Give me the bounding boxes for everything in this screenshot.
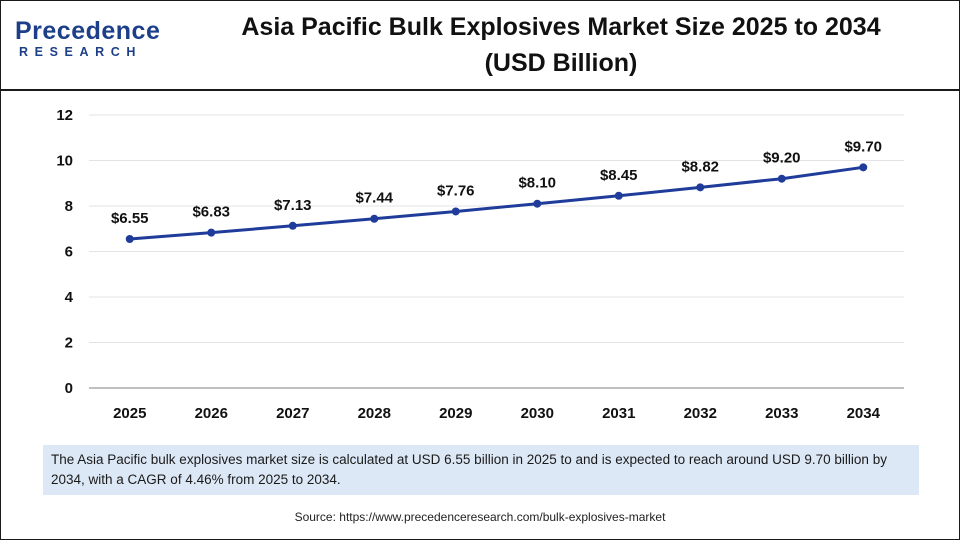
data-point <box>125 234 134 243</box>
title-line-2: (USD Billion) <box>484 49 638 77</box>
x-tick-label: 2030 <box>521 405 554 422</box>
data-label: $8.82 <box>681 158 719 175</box>
source-text: Source: https://www.precedenceresearch.c… <box>294 510 666 524</box>
series-line <box>129 165 864 241</box>
x-tick-label: 2028 <box>358 405 391 422</box>
y-tick-label: 0 <box>65 380 73 397</box>
data-point <box>533 199 542 208</box>
header-divider <box>1 89 959 91</box>
data-point <box>207 228 216 237</box>
x-tick-label: 2034 <box>847 405 881 422</box>
y-tick-label: 8 <box>65 198 73 215</box>
data-point <box>451 207 460 216</box>
data-label: $7.76 <box>437 182 475 199</box>
brand-name: Precedence <box>15 17 161 45</box>
x-tick-label: 2029 <box>439 405 472 422</box>
data-label: $6.83 <box>192 204 230 221</box>
data-label: $9.20 <box>763 150 801 167</box>
x-tick-label: 2025 <box>113 405 146 422</box>
data-label: $8.10 <box>518 175 556 192</box>
y-tick-label: 4 <box>65 289 74 306</box>
data-point <box>614 191 623 200</box>
data-label: $7.13 <box>274 197 312 214</box>
x-tick-label: 2032 <box>684 405 717 422</box>
summary-note: The Asia Pacific bulk explosives market … <box>43 445 919 495</box>
x-tick-label: 2027 <box>276 405 309 422</box>
data-label: $6.55 <box>111 210 149 227</box>
y-tick-label: 6 <box>65 244 73 261</box>
data-point <box>696 183 705 192</box>
brand-logo: Precedence RESEARCH <box>15 17 165 63</box>
data-point <box>370 214 379 223</box>
data-label: $8.45 <box>600 167 638 184</box>
x-tick-label: 2026 <box>195 405 228 422</box>
data-point <box>859 163 868 172</box>
brand-subtitle: RESEARCH <box>19 45 142 59</box>
data-label: $7.44 <box>355 190 393 207</box>
y-tick-label: 12 <box>56 107 73 124</box>
header: Precedence RESEARCH Asia Pacific Bulk Ex… <box>1 1 959 89</box>
chart-title: Asia Pacific Bulk Explosives Market Size… <box>191 9 931 81</box>
x-tick-label: 2033 <box>765 405 798 422</box>
data-point <box>777 174 786 183</box>
data-label: $9.70 <box>844 138 882 155</box>
y-tick-label: 10 <box>56 153 73 170</box>
x-tick-label: 2031 <box>602 405 635 422</box>
line-chart: 0 2 4 6 8 10 12 2025 2026 2027 2028 2029 2030 2031 203… <box>56 107 904 422</box>
title-line-1: Asia Pacific Bulk Explosives Market Size… <box>241 13 881 41</box>
y-tick-label: 2 <box>65 335 73 352</box>
data-point <box>288 221 297 230</box>
